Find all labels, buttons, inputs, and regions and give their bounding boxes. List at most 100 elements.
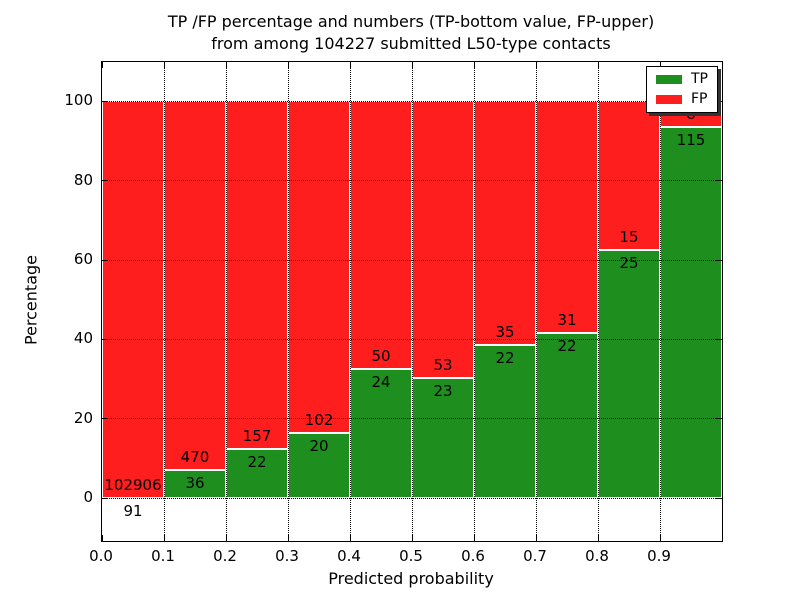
y-tick-mark-right — [716, 259, 722, 261]
tp-bar-segment — [226, 449, 288, 498]
tp-bar-segment — [412, 377, 474, 498]
y-tick-label: 20 — [73, 408, 93, 427]
x-tick-mark — [473, 535, 475, 541]
x-tick-mark — [225, 535, 227, 541]
x-tick-mark — [659, 535, 661, 541]
grid-v-line — [597, 62, 599, 541]
x-tick-mark-top — [225, 62, 227, 68]
x-tick-label: 0.2 — [213, 547, 237, 565]
x-tick-mark — [597, 535, 599, 541]
fp-bar-segment — [350, 101, 412, 370]
x-tick-mark — [721, 535, 723, 541]
x-tick-mark-top — [287, 62, 289, 68]
tp-count-label: 22 — [557, 337, 577, 356]
x-tick-mark-top — [535, 62, 537, 68]
legend: TP FP — [646, 66, 718, 113]
y-tick-label: 80 — [73, 170, 93, 189]
tp-count-label: 23 — [433, 381, 453, 400]
grid-v-line — [411, 62, 413, 541]
x-tick-label: 0.3 — [275, 547, 299, 565]
y-tick-mark-right — [716, 100, 722, 102]
x-tick-mark — [163, 535, 165, 541]
x-tick-mark-top — [411, 62, 413, 68]
y-tick-label: 40 — [73, 329, 93, 348]
fp-bar-segment — [164, 101, 226, 470]
x-tick-label: 0.9 — [647, 547, 671, 565]
tp-bar-segment — [474, 344, 536, 498]
x-tick-mark-top — [101, 62, 103, 68]
fp-count-label: 102906 — [104, 475, 162, 494]
grid-v-line — [659, 62, 661, 541]
y-tick-label: 60 — [73, 250, 93, 269]
fp-count-label: 35 — [495, 322, 515, 341]
x-tick-mark-top — [349, 62, 351, 68]
y-tick-mark-right — [716, 338, 722, 340]
y-tick-mark — [102, 338, 108, 340]
tp-count-label: 24 — [371, 373, 391, 392]
tp-count-label: 115 — [676, 131, 706, 150]
y-tick-label: 0 — [83, 488, 93, 506]
tp-bar-segment — [660, 127, 722, 498]
grid-v-line — [287, 62, 289, 541]
chart-title-line-1: TP /FP percentage and numbers (TP-bottom… — [167, 12, 655, 31]
grid-v-line — [349, 62, 351, 541]
x-tick-mark-top — [163, 62, 165, 68]
y-tick-mark-right — [716, 180, 722, 182]
fp-count-label: 102 — [304, 410, 334, 429]
tp-count-label: 91 — [123, 501, 143, 520]
x-tick-mark-top — [473, 62, 475, 68]
tp-count-label: 22 — [247, 453, 267, 472]
chart-title-line-2: from among 104227 submitted L50-type con… — [211, 34, 611, 53]
x-tick-mark — [287, 535, 289, 541]
legend-item-tp: TP — [656, 72, 708, 87]
y-tick-mark-right — [716, 418, 722, 420]
tp-legend-swatch — [656, 75, 682, 84]
x-tick-label: 0.4 — [337, 547, 361, 565]
x-tick-mark-top — [659, 62, 661, 68]
y-tick-mark — [102, 180, 108, 182]
x-tick-label: 0.8 — [585, 547, 609, 565]
x-tick-mark — [101, 535, 103, 541]
x-tick-mark — [411, 535, 413, 541]
x-tick-label: 0.6 — [461, 547, 485, 565]
grid-v-line — [163, 62, 165, 541]
y-tick-mark — [102, 259, 108, 261]
fp-count-label: 53 — [433, 355, 453, 374]
tp-count-label: 25 — [619, 254, 639, 273]
x-tick-mark-top — [597, 62, 599, 68]
tp-count-label: 22 — [495, 348, 515, 367]
x-tick-mark-top — [721, 62, 723, 68]
fp-bar-segment — [474, 101, 536, 345]
fp-bar-segment — [288, 101, 350, 433]
x-tick-label: 0.1 — [151, 547, 175, 565]
tp-bar-segment — [536, 333, 598, 498]
fp-bar-segment — [598, 101, 660, 251]
tp-count-label: 36 — [185, 473, 205, 492]
fp-count-label: 470 — [180, 447, 210, 466]
fp-count-label: 15 — [619, 228, 639, 247]
x-tick-label: 0.7 — [523, 547, 547, 565]
y-tick-mark — [102, 100, 108, 102]
fp-bar-segment — [226, 101, 288, 450]
grid-v-line — [473, 62, 475, 541]
fp-count-label: 8 — [686, 105, 696, 124]
y-tick-label: 100 — [64, 91, 93, 110]
grid-v-line — [225, 62, 227, 541]
grid-v-line — [535, 62, 537, 541]
x-tick-mark — [349, 535, 351, 541]
y-tick-mark — [102, 418, 108, 420]
x-tick-label: 0.0 — [89, 547, 113, 565]
fp-count-label: 157 — [242, 427, 272, 446]
legend-label-tp: TP — [691, 71, 708, 87]
y-axis-label: Percentage — [21, 254, 41, 346]
y-tick-mark-right — [716, 497, 722, 499]
x-tick-label: 0.5 — [399, 547, 423, 565]
legend-label-fp: FP — [691, 91, 708, 107]
legend-item-fp: FP — [656, 92, 708, 107]
y-tick-mark — [102, 497, 108, 499]
tp-count-label: 20 — [309, 436, 329, 455]
fp-bar-segment — [536, 101, 598, 334]
x-tick-mark — [535, 535, 537, 541]
x-axis-label: Predicted probability — [328, 569, 494, 588]
